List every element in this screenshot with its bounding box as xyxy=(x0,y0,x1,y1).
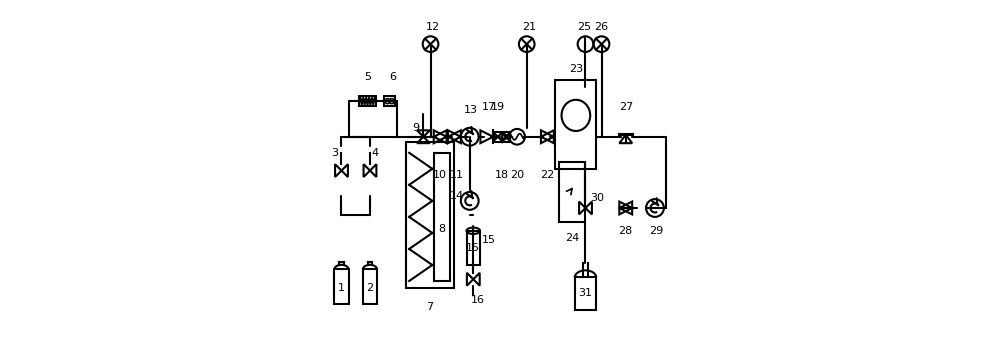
Text: 27: 27 xyxy=(619,102,634,112)
Text: 10: 10 xyxy=(433,169,447,180)
Text: 19: 19 xyxy=(491,102,505,112)
Text: 6: 6 xyxy=(389,71,396,81)
Text: 14: 14 xyxy=(450,191,464,201)
Text: 9: 9 xyxy=(413,123,420,133)
Text: 5: 5 xyxy=(364,71,371,81)
Text: 18: 18 xyxy=(495,169,509,180)
Text: 21: 21 xyxy=(522,22,536,32)
Text: 20: 20 xyxy=(510,169,524,180)
Text: 1: 1 xyxy=(338,283,345,293)
Text: 7: 7 xyxy=(426,302,433,312)
Text: 16: 16 xyxy=(471,295,485,305)
Text: 28: 28 xyxy=(619,226,633,236)
Text: 25: 25 xyxy=(577,22,591,32)
Text: 15: 15 xyxy=(481,235,495,245)
Text: 23: 23 xyxy=(569,64,583,74)
Text: 3: 3 xyxy=(331,148,338,158)
Text: 12: 12 xyxy=(426,22,440,32)
Text: 15: 15 xyxy=(466,243,480,253)
Text: 26: 26 xyxy=(594,22,609,32)
Text: 4: 4 xyxy=(371,148,378,158)
Text: 24: 24 xyxy=(565,233,579,243)
Text: 17: 17 xyxy=(482,102,496,112)
Text: 2: 2 xyxy=(366,283,374,293)
Text: 29: 29 xyxy=(650,226,664,236)
Text: 31: 31 xyxy=(578,289,592,298)
Text: 11: 11 xyxy=(450,169,464,180)
Text: 13: 13 xyxy=(464,106,478,115)
Text: 8: 8 xyxy=(438,224,445,234)
Text: 22: 22 xyxy=(540,169,555,180)
Text: 30: 30 xyxy=(590,193,604,202)
